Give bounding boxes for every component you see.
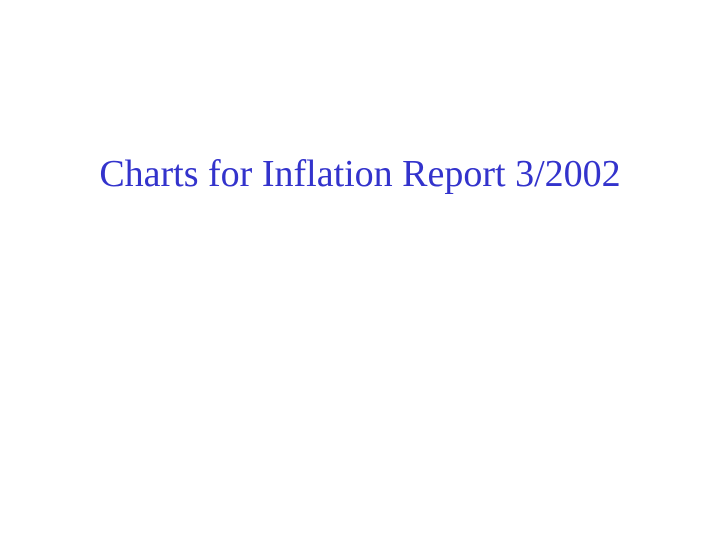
slide-container: Charts for Inflation Report 3/2002 — [0, 0, 720, 540]
slide-title: Charts for Inflation Report 3/2002 — [0, 152, 720, 196]
